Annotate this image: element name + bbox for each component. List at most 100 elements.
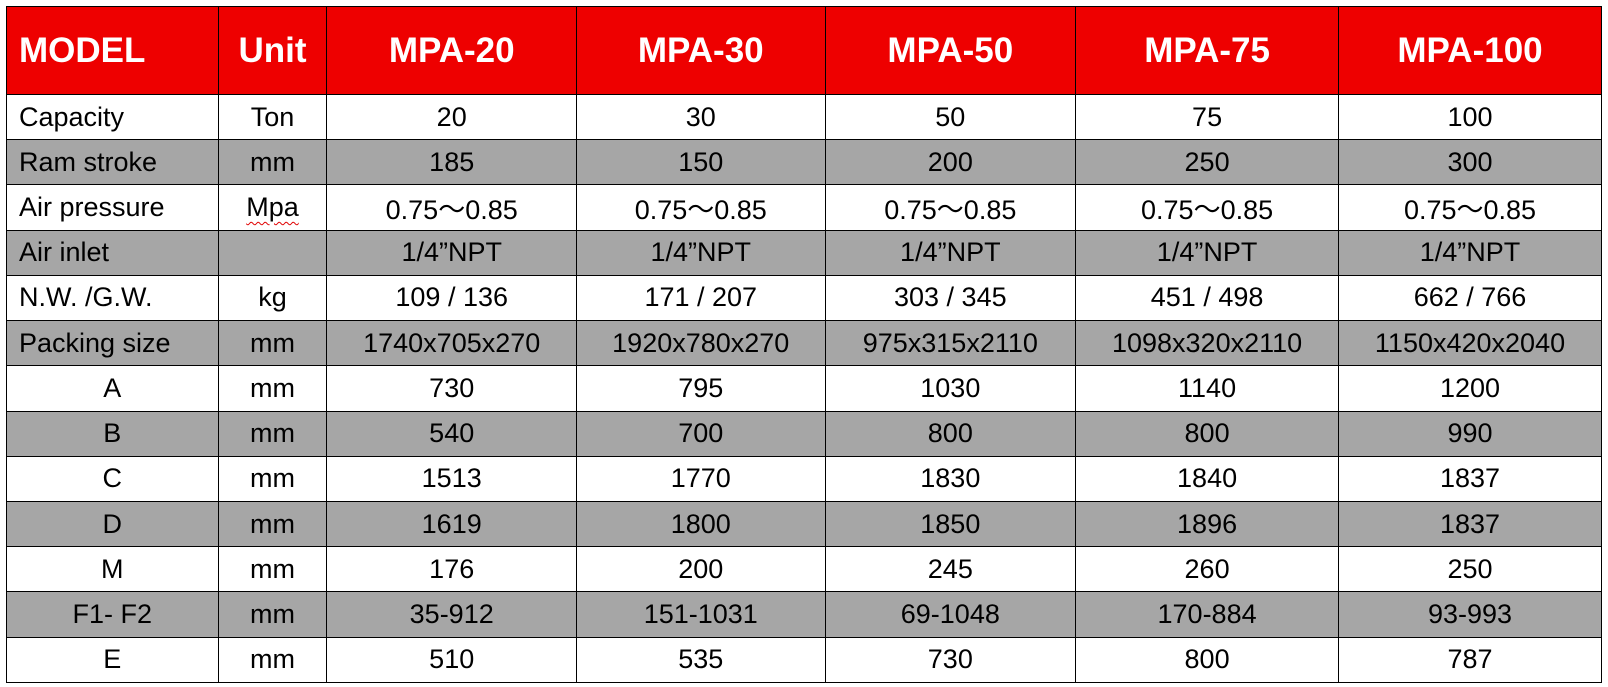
value-cell: 1837 (1338, 500, 1602, 548)
value-cell: 0.75～0.85 (326, 184, 577, 231)
table-row-dimension-a: A mm 730 795 1030 1140 1200 (6, 365, 1602, 412)
value-cell: 1/4”NPT (1338, 229, 1602, 276)
value-cell: 185 (326, 139, 577, 186)
value-cell: 662 / 766 (1338, 274, 1602, 322)
value-cell: 303 / 345 (824, 274, 1077, 322)
value-cell: 800 (1075, 636, 1340, 684)
table-row-dimension-f1-f2: F1- F2 mm 35-912 151-1031 69-1048 170-88… (6, 591, 1602, 638)
value-cell: 260 (1075, 546, 1340, 593)
value-cell: 1837 (1338, 455, 1602, 502)
value-cell: 1920x780x270 (575, 320, 826, 367)
unit-cell: mm (217, 500, 328, 548)
table-row-air-inlet: Air inlet 1/4”NPT 1/4”NPT 1/4”NPT 1/4”NP… (6, 229, 1602, 276)
param-label: A (6, 365, 219, 412)
value-cell: 1030 (824, 365, 1077, 412)
value-cell: 700 (575, 410, 826, 457)
value-cell: 250 (1338, 546, 1602, 593)
unit-cell: mm (217, 410, 328, 457)
param-label: Ram stroke (6, 139, 219, 186)
table-row-capacity: Capacity Ton 20 30 50 75 100 (6, 93, 1602, 141)
table-header: MODEL Unit MPA-20 MPA-30 MPA-50 MPA-75 M… (6, 6, 1602, 95)
table-row-dimension-d: D mm 1619 1800 1850 1896 1837 (6, 500, 1602, 548)
value-cell: 170-884 (1075, 591, 1340, 638)
param-label: E (6, 636, 219, 684)
unit-text: Mpa (246, 192, 299, 223)
value-cell: 1200 (1338, 365, 1602, 412)
table-row-dimension-m: M mm 176 200 245 260 250 (6, 546, 1602, 593)
unit-cell: mm (217, 546, 328, 593)
value-cell: 730 (326, 365, 577, 412)
value-cell: 69-1048 (824, 591, 1077, 638)
value-cell: 35-912 (326, 591, 577, 638)
value-cell: 176 (326, 546, 577, 593)
unit-cell: mm (217, 320, 328, 367)
value-cell: 20 (326, 93, 577, 141)
value-cell: 1770 (575, 455, 826, 502)
value-cell: 535 (575, 636, 826, 684)
specification-table: MODEL Unit MPA-20 MPA-30 MPA-50 MPA-75 M… (6, 6, 1602, 684)
table-body: Capacity Ton 20 30 50 75 100 Ram stroke … (6, 93, 1602, 684)
param-label: F1- F2 (6, 591, 219, 638)
header-model-mpa-75: MPA-75 (1075, 6, 1340, 95)
value-cell: 109 / 136 (326, 274, 577, 322)
unit-cell: kg (217, 274, 328, 322)
value-cell: 795 (575, 365, 826, 412)
param-label: Capacity (6, 93, 219, 141)
value-cell: 540 (326, 410, 577, 457)
table-row-ram-stroke: Ram stroke mm 185 150 200 250 300 (6, 139, 1602, 186)
header-model-mpa-100: MPA-100 (1338, 6, 1602, 95)
value-cell: 800 (1075, 410, 1340, 457)
value-cell: 1098x320x2110 (1075, 320, 1340, 367)
value-cell: 300 (1338, 139, 1602, 186)
param-label: M (6, 546, 219, 593)
param-label: Packing size (6, 320, 219, 367)
value-cell: 100 (1338, 93, 1602, 141)
value-cell: 93-993 (1338, 591, 1602, 638)
value-cell: 0.75～0.85 (824, 184, 1077, 231)
header-model-mpa-20: MPA-20 (326, 6, 577, 95)
value-cell: 975x315x2110 (824, 320, 1077, 367)
unit-cell: Mpa (217, 184, 328, 231)
param-label: Air pressure (6, 184, 219, 231)
table-row-packing-size: Packing size mm 1740x705x270 1920x780x27… (6, 320, 1602, 367)
param-label: B (6, 410, 219, 457)
value-cell: 1830 (824, 455, 1077, 502)
value-cell: 1140 (1075, 365, 1340, 412)
value-cell: 1/4”NPT (575, 229, 826, 276)
unit-cell: mm (217, 455, 328, 502)
value-cell: 1/4”NPT (824, 229, 1077, 276)
value-cell: 200 (824, 139, 1077, 186)
value-cell: 50 (824, 93, 1077, 141)
param-label: C (6, 455, 219, 502)
value-cell: 787 (1338, 636, 1602, 684)
header-row: MODEL Unit MPA-20 MPA-30 MPA-50 MPA-75 M… (6, 6, 1602, 95)
value-cell: 1150x420x2040 (1338, 320, 1602, 367)
table-row-dimension-c: C mm 1513 1770 1830 1840 1837 (6, 455, 1602, 502)
header-unit-label: Unit (217, 6, 328, 95)
table-row-dimension-b: B mm 540 700 800 800 990 (6, 410, 1602, 457)
value-cell: 0.75～0.85 (1338, 184, 1602, 231)
value-cell: 1896 (1075, 500, 1340, 548)
value-cell: 30 (575, 93, 826, 141)
value-cell: 0.75～0.85 (1075, 184, 1340, 231)
value-cell: 510 (326, 636, 577, 684)
value-cell: 730 (824, 636, 1077, 684)
value-cell: 451 / 498 (1075, 274, 1340, 322)
value-cell: 1/4”NPT (326, 229, 577, 276)
value-cell: 800 (824, 410, 1077, 457)
value-cell: 151-1031 (575, 591, 826, 638)
table-row-air-pressure: Air pressure Mpa 0.75～0.85 0.75～0.85 0.7… (6, 184, 1602, 231)
header-model-mpa-50: MPA-50 (824, 6, 1077, 95)
table-row-dimension-e: E mm 510 535 730 800 787 (6, 636, 1602, 684)
value-cell: 1740x705x270 (326, 320, 577, 367)
param-label: Air inlet (6, 229, 219, 276)
header-model-mpa-30: MPA-30 (575, 6, 826, 95)
value-cell: 200 (575, 546, 826, 593)
value-cell: 150 (575, 139, 826, 186)
value-cell: 1840 (1075, 455, 1340, 502)
unit-cell: mm (217, 591, 328, 638)
unit-cell: mm (217, 365, 328, 412)
param-label: D (6, 500, 219, 548)
value-cell: 1800 (575, 500, 826, 548)
table-row-weight: N.W. /G.W. kg 109 / 136 171 / 207 303 / … (6, 274, 1602, 322)
